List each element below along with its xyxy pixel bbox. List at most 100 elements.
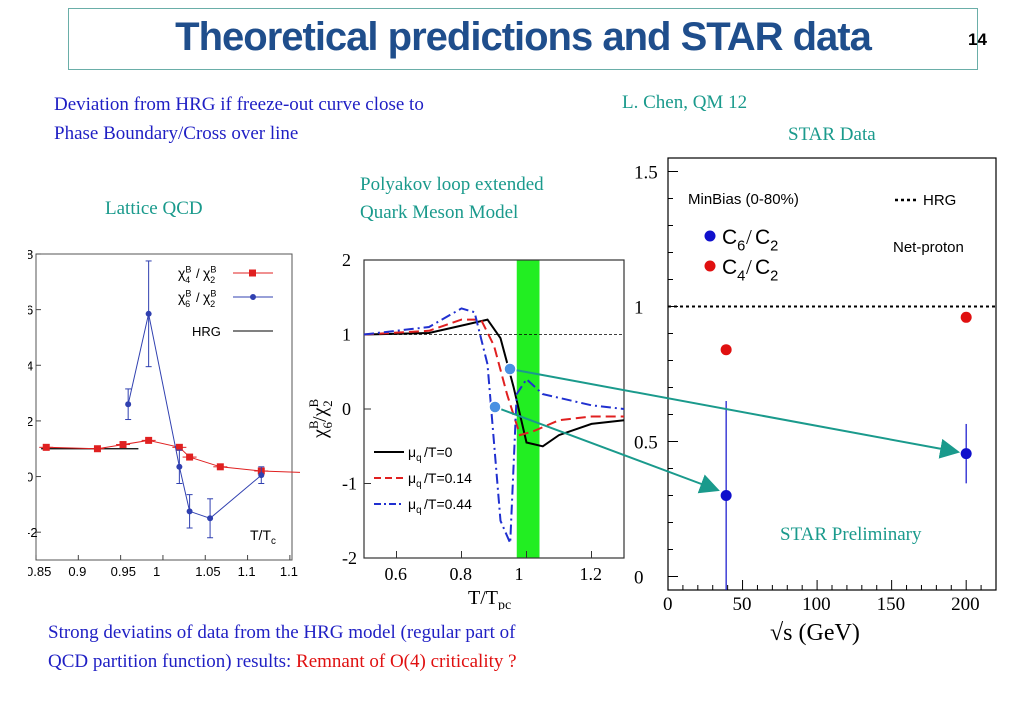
star-data-point-1 <box>960 311 972 323</box>
lattice-legend-marker-chi6 <box>250 294 256 300</box>
lattice-chi6-point <box>125 401 132 408</box>
pqm-legend-value: /T=0.14 <box>424 470 472 486</box>
pointer-origin-dot <box>488 400 502 414</box>
pqm-legend-label: μq <box>408 444 422 464</box>
star-legend-label-num: C4 <box>722 256 745 284</box>
pqm-ytick-label: -2 <box>342 548 357 568</box>
pointer-arrow <box>509 368 961 459</box>
intro-line-2: Phase Boundary/Cross over line <box>54 123 299 144</box>
lattice-legend-hrg: HRG <box>192 324 221 339</box>
pqm-legend-value: /T=0 <box>424 444 453 460</box>
lattice-ytick-label: 2 <box>28 414 33 429</box>
star-xtick-label: 100 <box>802 594 831 615</box>
lattice-legend-label: χB 2 <box>203 288 216 309</box>
lattice-xlabel: T/Tc <box>250 527 276 547</box>
star-ytick-label: 1.5 <box>634 163 658 184</box>
lattice-chi4-point <box>216 463 224 471</box>
star-legend-marker <box>704 260 716 272</box>
lattice-legend-slash: / <box>196 290 200 305</box>
lattice-chi4-point <box>42 443 50 451</box>
star-preliminary: STAR Preliminary <box>780 524 922 545</box>
pqm-xtick-label: 0.6 <box>385 564 408 584</box>
lattice-ytick-label: 8 <box>28 247 33 262</box>
star-legend-label-den: C2 <box>755 226 778 254</box>
lattice-ytick-label: 0 <box>28 470 33 485</box>
pqm-xtick-label: 1 <box>515 564 524 584</box>
pointer-origin-dot <box>503 362 517 376</box>
star-xtick-label: 150 <box>877 594 906 615</box>
lattice-chi6-point <box>145 310 152 317</box>
lattice-xtick-label: 0.85 <box>28 564 51 579</box>
pqm-ylabel: χB6/χB2 <box>306 399 335 440</box>
pqm-ytick-label: -1 <box>342 474 357 494</box>
lattice-xtick-label: 0.95 <box>111 564 136 579</box>
pqm-series-line-1 <box>363 318 624 437</box>
lattice-xtick-label: 1.05 <box>195 564 220 579</box>
lattice-frame <box>35 253 293 561</box>
star-netproton-label: Net-proton <box>893 239 964 256</box>
pqm-ytick-label: 0 <box>342 399 351 419</box>
star-data-point-0 <box>720 490 732 501</box>
star-legend-slash: / <box>746 255 752 279</box>
pqm-line-1: Polyakov loop extended <box>360 174 544 195</box>
star-ytick-label: 0.5 <box>634 433 658 454</box>
star-minbias-label: MinBias (0-80%) <box>688 191 799 208</box>
conclusion-highlight: Remnant of O(4) criticality ? <box>296 651 517 672</box>
slide-title: Theoretical predictions and STAR data <box>175 15 872 59</box>
star-xtick-label: 0 <box>663 594 673 615</box>
lattice-chi4-point <box>186 453 194 461</box>
conclusion-line-1: Strong deviatins of data from the HRG mo… <box>48 622 516 643</box>
lattice-chi4-point <box>119 441 127 449</box>
lattice-legend-marker-chi4 <box>249 269 256 277</box>
star-ytick-label: 1 <box>634 298 644 319</box>
lattice-chi6-point <box>258 472 265 479</box>
star-hrg-legend-label: HRG <box>923 192 956 209</box>
pqm-ytick-label: 2 <box>342 250 351 270</box>
star-data-point-0 <box>960 448 972 460</box>
pqm-legend-label: μq <box>408 470 422 490</box>
star-xtick-label: 200 <box>951 594 980 615</box>
star-data-point-1 <box>720 344 732 356</box>
pointer-arrow <box>494 406 720 494</box>
conclusion-line-2: QCD partition function) results: Remnant… <box>48 649 517 675</box>
star-ytick-label: 0 <box>634 568 644 589</box>
conclusion-prefix: QCD partition function) results: <box>48 651 297 672</box>
pqm-xtick-label: 1.2 <box>580 564 603 584</box>
lattice-legend-label: χB 2 <box>203 264 216 285</box>
intro-line-1: Deviation from HRG if freeze-out curve c… <box>54 94 424 115</box>
star-legend-slash: / <box>746 225 752 249</box>
pqm-series-line-0 <box>363 318 625 448</box>
star-xtick-label: 50 <box>733 594 752 615</box>
lattice-chi4-point <box>145 436 153 444</box>
star-legend-label-num: C6 <box>722 226 745 254</box>
pqm-xtick-label: 0.8 <box>450 564 473 584</box>
lattice-ytick-label: -2 <box>28 525 38 540</box>
lattice-label: Lattice QCD <box>105 198 203 219</box>
pqm-line-2: Quark Meson Model <box>360 202 519 223</box>
pqm-legend-value: /T=0.44 <box>424 496 472 512</box>
star-legend-label-den: C2 <box>755 256 778 284</box>
citation: L. Chen, QM 12 <box>622 92 748 113</box>
lattice-chi4-point <box>93 445 101 453</box>
star-heading: STAR Data <box>788 124 876 145</box>
lattice-ytick-label: 6 <box>28 303 33 318</box>
slide-number: 14 <box>968 30 987 49</box>
star-data-chart: 1.5 1 0.5 00 50 100 150 200 MinBias (0-80%) HRG Ne… <box>634 157 997 646</box>
star-legend-marker <box>704 230 716 242</box>
lattice-chi6-point <box>207 515 214 522</box>
lattice-ytick-label: 4 <box>28 358 33 373</box>
pqm-model-chart: 210-1-20.6 0.8 1 1.2μq/T=0μq/T=0.14μq/T=0.4… <box>306 250 625 610</box>
pqm-series-line-2 <box>363 307 625 544</box>
title-box: Theoretical predictions and STAR data <box>68 8 978 70</box>
lattice-xtick-label: 1.1 <box>280 564 298 579</box>
lattice-legend-label: χB 6 <box>178 288 191 309</box>
lattice-xtick-label: 1.1 <box>238 564 256 579</box>
star-xlabel: √s (GeV) <box>770 620 860 646</box>
lattice-xtick-label: 0.9 <box>68 564 86 579</box>
lattice-legend-slash: / <box>196 266 200 281</box>
lattice-chi6-point <box>176 463 183 470</box>
lattice-chi6-point <box>186 508 193 515</box>
pqm-ytick-label: 1 <box>342 325 351 345</box>
lattice-chi6-line <box>127 313 262 519</box>
